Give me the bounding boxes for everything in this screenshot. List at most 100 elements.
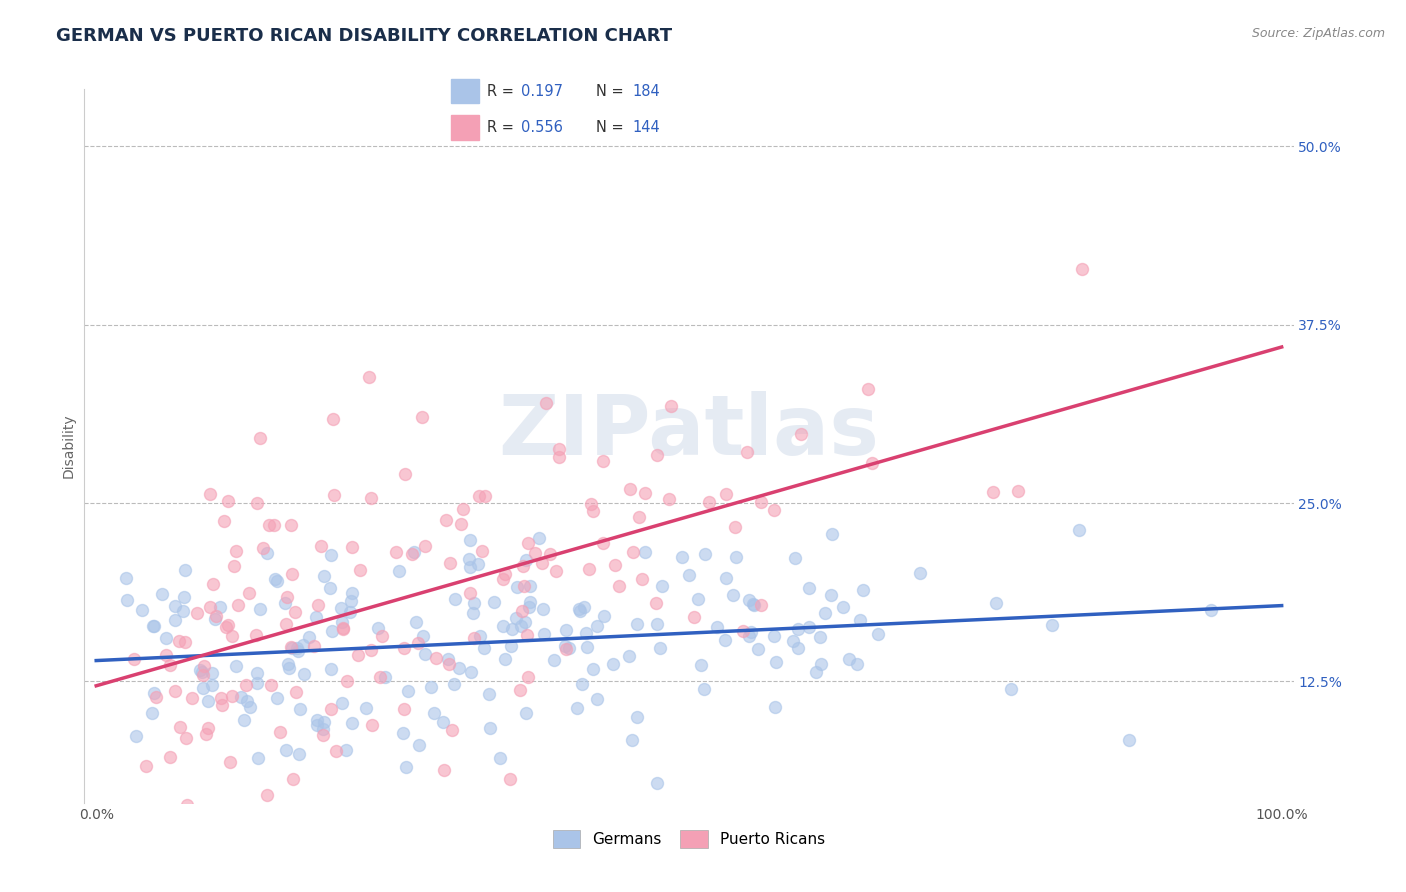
Point — [340, 541, 363, 555]
Text: Source: ZipAtlas.com: Source: ZipAtlas.com — [1251, 27, 1385, 40]
Point — [122, 652, 145, 666]
Point — [651, 579, 673, 593]
Point — [846, 657, 869, 672]
Text: R =: R = — [486, 84, 519, 99]
Text: 144: 144 — [633, 120, 659, 135]
Point — [820, 527, 842, 541]
Point — [513, 615, 536, 630]
Point — [567, 700, 589, 714]
Point — [460, 665, 482, 679]
Point — [478, 687, 501, 701]
Point — [360, 491, 382, 506]
Point — [217, 494, 239, 508]
Point — [505, 611, 527, 625]
Point — [173, 590, 195, 604]
Point — [359, 369, 381, 384]
Point — [201, 576, 224, 591]
Point — [558, 640, 581, 655]
Point — [212, 514, 235, 528]
Point — [1118, 733, 1140, 747]
Point — [263, 518, 285, 533]
Point — [221, 689, 243, 703]
Point — [529, 531, 551, 545]
Point — [492, 619, 515, 633]
Point — [742, 597, 765, 611]
Point — [193, 658, 215, 673]
Point — [257, 517, 280, 532]
Point — [763, 700, 786, 714]
Point — [749, 599, 772, 613]
Point — [391, 726, 413, 740]
Point — [1007, 483, 1029, 498]
Point — [838, 652, 860, 666]
Point — [321, 624, 343, 638]
Point — [332, 696, 354, 710]
Point — [332, 622, 354, 636]
Point — [204, 612, 226, 626]
Bar — [451, 115, 478, 140]
Point — [290, 702, 312, 716]
Point — [617, 648, 640, 663]
Point — [468, 629, 491, 643]
Point — [276, 590, 298, 604]
Point — [405, 615, 427, 630]
Point — [374, 670, 396, 684]
Point — [339, 605, 361, 619]
Point — [683, 610, 706, 624]
Point — [443, 677, 465, 691]
Point — [332, 621, 354, 635]
Point — [249, 431, 271, 445]
Point — [330, 601, 353, 615]
Point — [555, 641, 578, 656]
Point — [284, 606, 307, 620]
Point — [176, 797, 198, 812]
Point — [368, 670, 391, 684]
Point — [205, 609, 228, 624]
Point — [201, 678, 224, 692]
Point — [627, 510, 650, 524]
Point — [235, 694, 257, 708]
Point — [232, 713, 254, 727]
Point — [252, 541, 274, 556]
Point — [501, 622, 523, 636]
Point — [450, 516, 472, 531]
Point — [312, 569, 335, 583]
Point — [1069, 523, 1091, 537]
Point — [371, 629, 394, 643]
Point — [1040, 618, 1063, 632]
Point — [463, 596, 485, 610]
Point — [229, 690, 252, 705]
Point — [174, 635, 197, 649]
Point — [458, 533, 481, 548]
Point — [401, 547, 423, 561]
Point — [319, 702, 342, 716]
Point — [1070, 262, 1092, 277]
Point — [515, 706, 537, 720]
Point — [1000, 681, 1022, 696]
Point — [235, 678, 257, 692]
Point — [860, 456, 883, 470]
Point — [264, 572, 287, 586]
Point — [309, 539, 332, 553]
Point — [200, 666, 222, 681]
Point — [440, 723, 463, 738]
Point — [335, 742, 357, 756]
Point — [461, 606, 484, 620]
Point — [738, 593, 761, 607]
Point — [494, 566, 516, 581]
Text: R =: R = — [486, 120, 519, 135]
Point — [804, 665, 827, 679]
Point — [763, 630, 786, 644]
Point — [671, 549, 693, 564]
Point — [742, 599, 765, 613]
Point — [714, 633, 737, 648]
Point — [554, 639, 576, 653]
Point — [174, 731, 197, 746]
Point — [302, 639, 325, 653]
Point — [384, 545, 406, 559]
Point — [246, 675, 269, 690]
Point — [321, 548, 343, 562]
Point — [689, 657, 711, 672]
Point — [519, 594, 541, 608]
Point — [155, 648, 177, 662]
